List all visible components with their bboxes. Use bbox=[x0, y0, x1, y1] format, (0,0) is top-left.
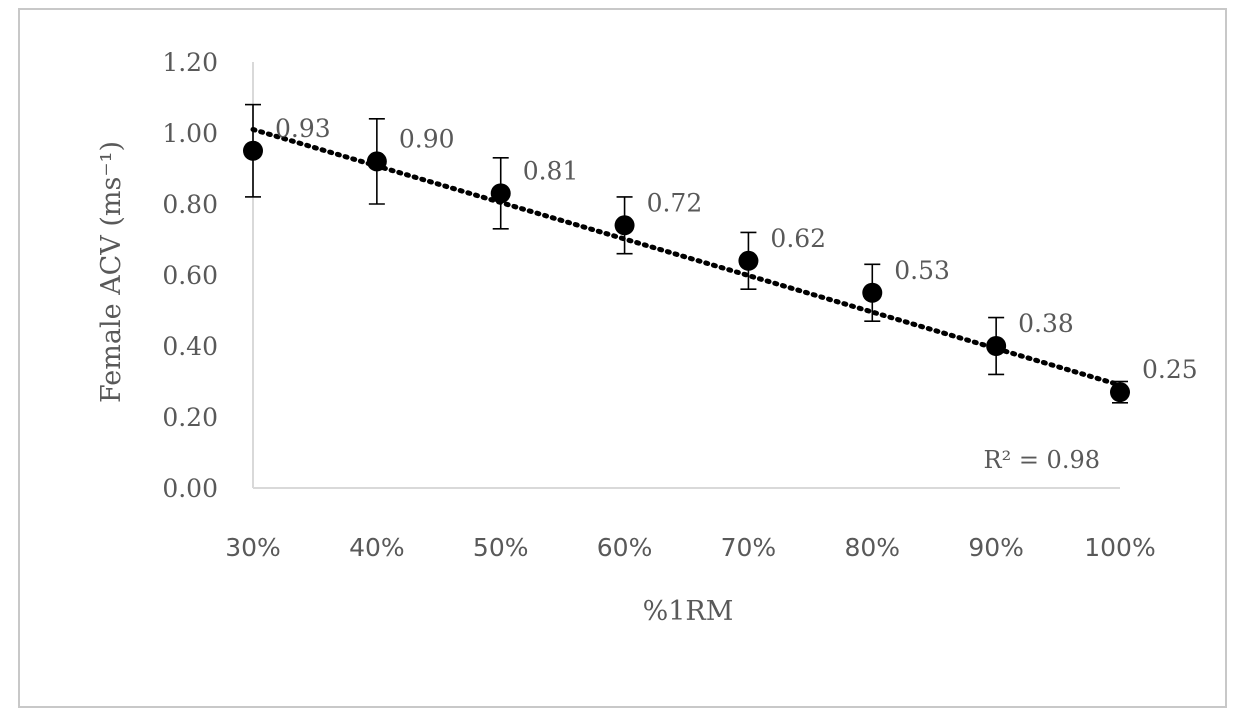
data-label: 0.53 bbox=[894, 256, 950, 285]
y-tick-label: 0.40 bbox=[162, 332, 218, 361]
data-point bbox=[862, 282, 883, 303]
y-tick-label: 1.20 bbox=[162, 48, 218, 77]
r-squared-label: R² = 0.98 bbox=[984, 446, 1101, 474]
x-tick-label: 50% bbox=[473, 533, 529, 562]
trendline bbox=[250, 126, 1123, 388]
data-point bbox=[986, 336, 1007, 356]
y-tick-label: 1.00 bbox=[162, 119, 218, 148]
data-label: 0.72 bbox=[647, 188, 703, 217]
axes-layer: 0.00 0.20 0.40 0.60 0.80 1.00 1.20 30% 40% 50% 60%… bbox=[162, 48, 1155, 562]
chart-frame bbox=[18, 8, 1227, 708]
data-label: 0.38 bbox=[1018, 309, 1074, 338]
y-tick-label: 0.00 bbox=[162, 474, 218, 503]
chart: 0.00 0.20 0.40 0.60 0.80 1.00 1.20 30% 40% 50% 60%… bbox=[96, 48, 1198, 627]
x-tick-label: 70% bbox=[721, 533, 777, 562]
data-label: 0.62 bbox=[770, 224, 826, 253]
trendline-layer bbox=[250, 126, 1123, 388]
x-tick-label: 100% bbox=[1084, 533, 1155, 562]
y-tick-label: 0.20 bbox=[162, 403, 218, 432]
data-label: 0.25 bbox=[1142, 355, 1198, 384]
x-tick-label: 30% bbox=[225, 533, 281, 562]
marks-layer bbox=[243, 103, 1130, 404]
y-tick-label: 0.60 bbox=[162, 261, 218, 290]
labels-layer: 0.93 0.90 0.81 0.72 0.62 0.53 0.38 0.25 bbox=[275, 114, 1198, 384]
x-tick-label: 90% bbox=[968, 533, 1024, 562]
data-label: 0.81 bbox=[523, 156, 579, 185]
x-axis-title: %1RM bbox=[643, 596, 734, 627]
x-tick-label: 40% bbox=[349, 533, 405, 562]
y-tick-label: 0.80 bbox=[162, 190, 218, 219]
data-point bbox=[490, 183, 511, 204]
x-tick-label: 80% bbox=[844, 533, 900, 562]
y-axis-title: Female ACV (ms⁻¹) bbox=[96, 141, 127, 403]
x-tick-label: 60% bbox=[597, 533, 653, 562]
data-label: 0.90 bbox=[399, 124, 455, 153]
data-label: 0.93 bbox=[275, 114, 331, 143]
data-point bbox=[243, 140, 263, 161]
data-point bbox=[366, 151, 387, 172]
data-point bbox=[614, 215, 635, 236]
data-point bbox=[1110, 382, 1130, 403]
data-point bbox=[738, 250, 759, 271]
